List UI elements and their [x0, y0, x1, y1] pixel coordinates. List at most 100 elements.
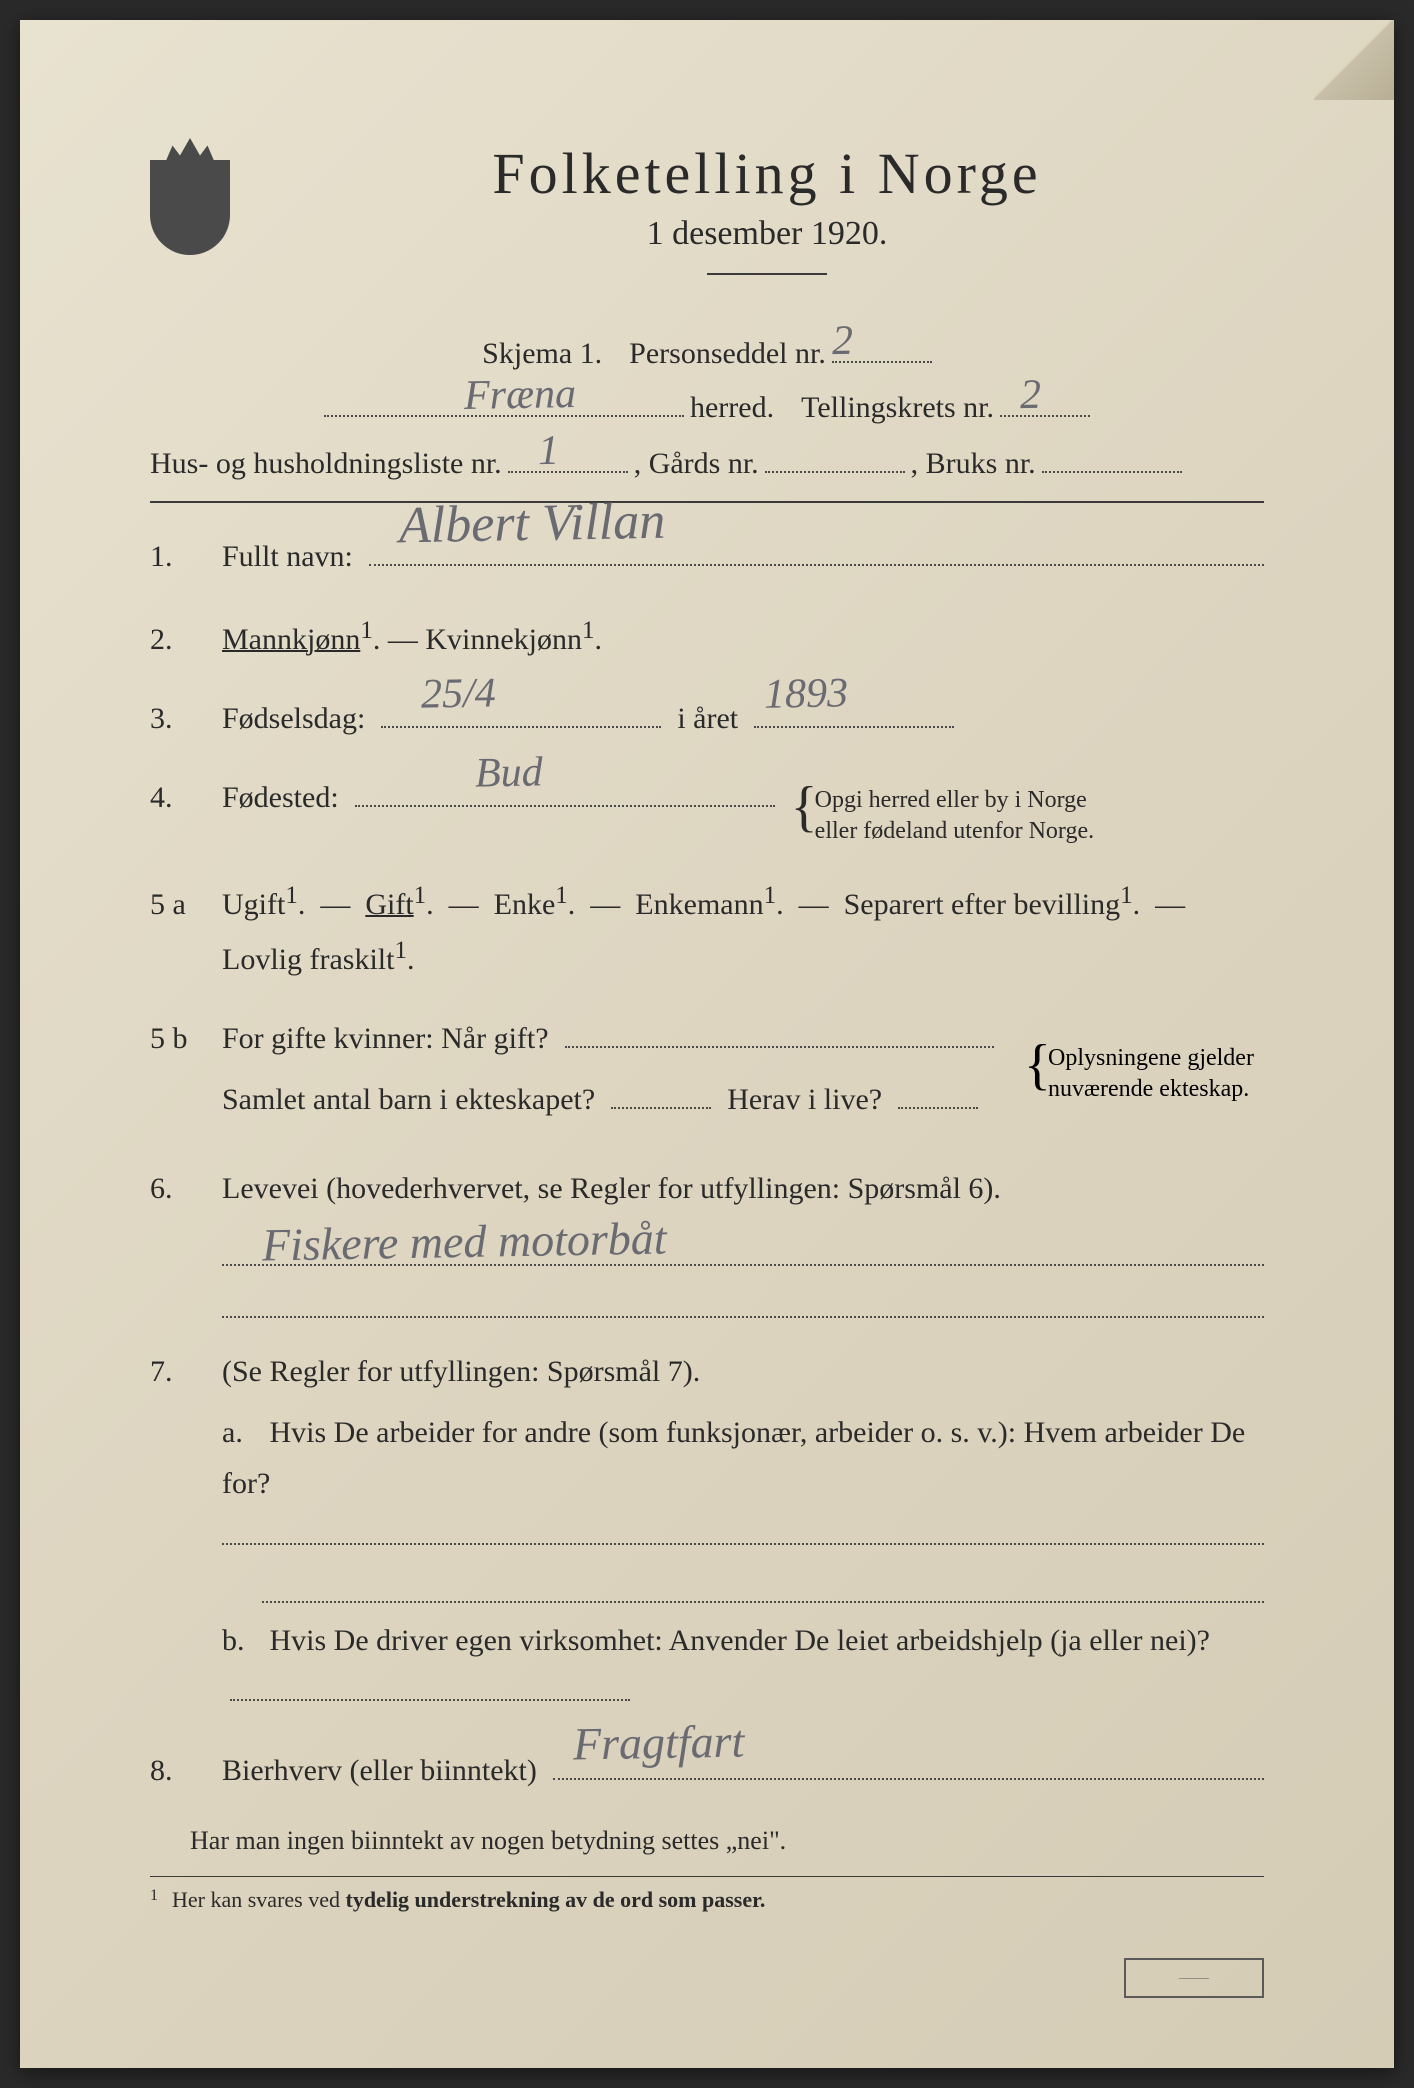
q6-num: 6. — [150, 1163, 206, 1214]
q8-field: Fragtfart — [553, 1752, 1264, 1780]
herred-value: Fræna — [464, 370, 577, 420]
q7b-field — [230, 1673, 630, 1701]
husliste-value: 1 — [537, 427, 559, 475]
main-title: Folketelling i Norge — [270, 140, 1264, 207]
q5b-field3 — [898, 1081, 978, 1109]
q8-label: Bierhverv (eller biinntekt) — [222, 1745, 537, 1796]
q6-block: 6. Levevei (hovederhvervet, se Regler fo… — [150, 1163, 1264, 1318]
q4-label: Fødested: — [222, 772, 339, 823]
herred-label: herred. — [690, 391, 774, 425]
section-divider — [150, 501, 1264, 503]
q5a-enke: Enke — [494, 888, 556, 921]
q5a-ugift: Ugift — [222, 888, 285, 921]
form-header: Folketelling i Norge 1 desember 1920. — [150, 140, 1264, 305]
q1-field: Albert Villan — [369, 538, 1264, 566]
footnote-text: Her kan svares ved tydelig understreknin… — [172, 1887, 765, 1913]
subtitle-date: 1 desember 1920. — [270, 215, 1264, 253]
footer-note: Har man ingen biinntekt av nogen betydni… — [150, 1826, 1264, 1856]
q5b-block: 5 b For gifte kvinner: Når gift? Samlet … — [150, 1013, 1264, 1135]
q6-answer-line2 — [222, 1278, 1264, 1318]
bruks-label: , Bruks nr. — [911, 447, 1036, 481]
q5b-field1 — [565, 1020, 994, 1048]
q7a-text: Hvis De arbeider for andre (som funksjon… — [222, 1416, 1245, 1500]
q5a-enkemann: Enkemann — [635, 888, 763, 921]
bruks-field — [1042, 445, 1182, 473]
q5b-label1: For gifte kvinner: Når gift? — [222, 1013, 549, 1064]
q7-label: (Se Regler for utfyllingen: Spørsmål 7). — [222, 1346, 1264, 1397]
q4-block: 4. Fødested: Bud Opgi herred eller by i … — [150, 772, 1264, 847]
page-corner-fold — [1314, 20, 1394, 100]
husliste-row: Hus- og husholdningsliste nr. 1 , Gårds … — [150, 445, 1264, 481]
q3-aret-field: 1893 — [754, 700, 954, 728]
q4-note: Opgi herred eller by i Norge eller fødel… — [791, 785, 1131, 847]
q3-aret-value: 1893 — [764, 658, 849, 731]
q1-block: 1. Fullt navn: Albert Villan — [150, 531, 1264, 582]
coat-of-arms-icon — [150, 140, 240, 260]
gards-label: , Gårds nr. — [634, 447, 759, 481]
q2-kvinne: Kvinnekjønn — [425, 623, 582, 656]
q5a-gift: Gift — [365, 888, 413, 921]
q7b: b. Hvis De driver egen virksomhet: Anven… — [150, 1615, 1264, 1717]
q1-label: Fullt navn: — [222, 531, 353, 582]
husliste-field: 1 — [508, 445, 628, 473]
q2-mann: Mannkjønn — [222, 623, 360, 656]
q7-block: 7. (Se Regler for utfyllingen: Spørsmål … — [150, 1346, 1264, 1717]
q3-label: Fødselsdag: — [222, 693, 365, 744]
q7a-field — [222, 1517, 1264, 1545]
q5a-num: 5 a — [150, 879, 206, 930]
q3-dag-field: 25/4 — [381, 700, 661, 728]
q1-num: 1. — [150, 531, 206, 582]
printer-stamp: ——— — [1124, 1958, 1264, 1998]
footnote: 1 Her kan svares ved tydelig understrekn… — [150, 1876, 1264, 1913]
q4-field: Bud — [355, 779, 775, 807]
q2-dash: . — — [373, 623, 418, 656]
q2-sup2: 1 — [582, 617, 595, 644]
q6-value: Fiskere med motorbåt — [262, 1212, 667, 1272]
q3-aret-label: i året — [677, 693, 738, 744]
q2-end: . — [594, 623, 602, 656]
census-form-page: Folketelling i Norge 1 desember 1920. Sk… — [20, 20, 1394, 2068]
q4-num: 4. — [150, 772, 206, 823]
q3-num: 3. — [150, 693, 206, 744]
skjema-label: Skjema 1. — [482, 337, 602, 371]
personseddel-value: 2 — [831, 317, 853, 365]
q7b-letter: b. — [222, 1615, 262, 1666]
q5a-separert: Separert efter bevilling — [844, 888, 1121, 921]
tellingskrets-field: 2 — [1000, 389, 1090, 417]
q5b-label3: Herav i live? — [727, 1074, 882, 1125]
personseddel-field: 2 — [832, 335, 932, 363]
q7a-letter: a. — [222, 1407, 262, 1458]
q5a-fraskilt: Lovlig fraskilt — [222, 943, 394, 976]
q3-block: 3. Fødselsdag: 25/4 i året 1893 — [150, 693, 1264, 744]
husliste-label: Hus- og husholdningsliste nr. — [150, 447, 502, 481]
q6-answer-line: Fiskere med motorbåt — [222, 1226, 1264, 1266]
q8-num: 8. — [150, 1745, 206, 1796]
q2-block: 2. Mannkjønn1. — Kvinnekjønn1. — [150, 610, 1264, 665]
q7-num: 7. — [150, 1346, 206, 1397]
q5b-label2: Samlet antal barn i ekteskapet? — [222, 1074, 595, 1125]
title-block: Folketelling i Norge 1 desember 1920. — [270, 140, 1264, 305]
q7a: a. Hvis De arbeider for andre (som funks… — [150, 1407, 1264, 1545]
q3-dag-value: 25/4 — [421, 658, 497, 731]
herred-field: Fræna — [324, 389, 684, 417]
q2-num: 2. — [150, 614, 206, 665]
q7a-line2 — [262, 1563, 1264, 1603]
title-divider — [707, 273, 827, 275]
personseddel-label: Personseddel nr. — [629, 337, 826, 371]
tellingskrets-value: 2 — [1020, 371, 1042, 419]
gards-field — [765, 445, 905, 473]
q8-block: 8. Bierhverv (eller biinntekt) Fragtfart — [150, 1745, 1264, 1796]
q2-sup1: 1 — [360, 617, 373, 644]
q4-value: Bud — [474, 737, 543, 810]
q5b-num: 5 b — [150, 1013, 206, 1064]
q8-value: Fragtfart — [572, 1703, 745, 1784]
q1-value: Albert Villan — [398, 477, 666, 570]
form-meta: Skjema 1. Personseddel nr. 2 Fræna herre… — [150, 335, 1264, 425]
footnote-num: 1 — [150, 1887, 158, 1913]
q6-label: Levevei (hovederhvervet, se Regler for u… — [222, 1163, 1264, 1214]
tellingskrets-label: Tellingskrets nr. — [801, 391, 994, 425]
q5a-block: 5 a Ugift1. — Gift1. — Enke1. — Enkemann… — [150, 875, 1264, 985]
q5b-note: Oplysningene gjelder nuværende ekteskap. — [1024, 1043, 1264, 1105]
q5b-field2 — [611, 1081, 711, 1109]
q7b-text: Hvis De driver egen virksomhet: Anvender… — [270, 1624, 1211, 1657]
